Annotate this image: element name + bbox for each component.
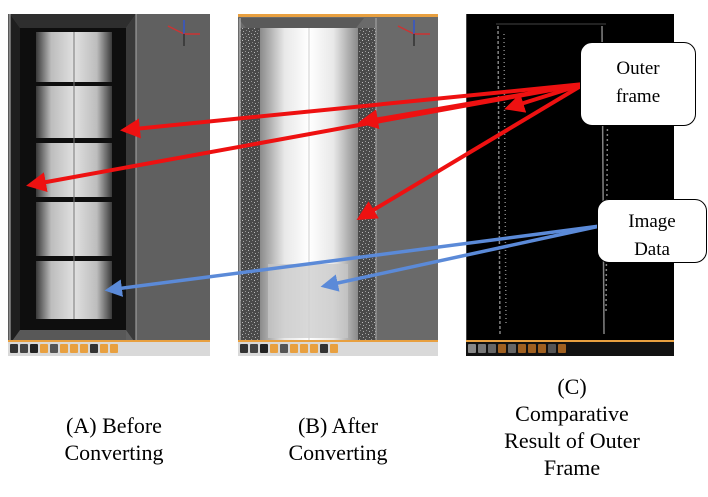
panel-after-converting [238, 14, 438, 356]
caption-after-converting: (B) After Converting [288, 413, 388, 465]
ct-view-after [238, 14, 438, 356]
callout-outer-frame-label: Outer frame [615, 58, 661, 107]
viewer-toolbar[interactable] [8, 340, 210, 356]
callout-image-data: Image Data [597, 199, 707, 263]
callout-outer-frame: Outer frame [580, 42, 696, 126]
image-slices [36, 32, 112, 319]
image-data-arrows [104, 224, 601, 297]
viewer-toolbar[interactable] [238, 340, 438, 356]
ct-view-before [8, 14, 210, 356]
toolbar-icons[interactable] [10, 343, 118, 355]
toolbar-icons[interactable] [468, 343, 566, 355]
caption-comparative-result: (C) Comparative Result of Outer Frame [504, 374, 640, 480]
toolbar-icons[interactable] [240, 343, 338, 355]
axis-gizmo-icon [167, 20, 200, 46]
outer-frame-arrows [26, 82, 586, 221]
viewer-toolbar[interactable] [466, 340, 674, 356]
ct-view-difference [466, 14, 674, 356]
panel-before-converting [8, 14, 210, 356]
callout-image-data-label: Image Data [628, 211, 676, 260]
caption-before-converting: (A) Before Converting [64, 413, 164, 465]
axis-gizmo-icon [397, 20, 430, 46]
